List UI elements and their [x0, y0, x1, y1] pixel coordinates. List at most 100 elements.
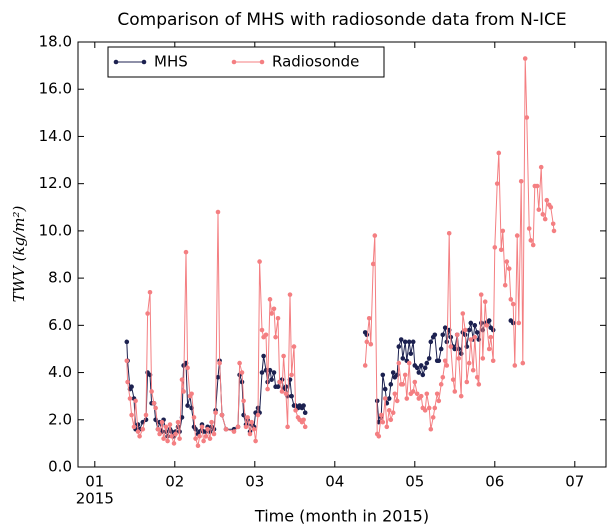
data-point — [275, 315, 281, 321]
data-point — [386, 408, 392, 413]
data-point — [382, 386, 388, 392]
data-point — [263, 332, 269, 338]
data-point — [165, 438, 170, 444]
data-point — [153, 405, 158, 411]
data-point — [269, 311, 274, 316]
data-point — [217, 360, 222, 366]
data-point — [430, 415, 436, 420]
data-point — [384, 424, 390, 430]
data-point — [392, 391, 398, 397]
x-year-label: 2015 — [76, 490, 114, 508]
data-point — [203, 434, 209, 439]
data-point — [450, 377, 456, 382]
data-point — [124, 358, 130, 364]
data-point — [530, 242, 536, 248]
y-tick-label: 18.0 — [39, 33, 72, 51]
data-point — [241, 398, 246, 404]
data-point — [124, 339, 130, 345]
y-tick-label: 4.0 — [48, 363, 72, 381]
data-point — [422, 408, 428, 413]
data-point — [265, 386, 270, 392]
data-point — [368, 341, 374, 347]
data-point — [528, 238, 534, 243]
data-point — [181, 389, 186, 394]
data-point — [482, 299, 488, 305]
data-point — [382, 396, 388, 401]
legend-label: MHS — [154, 53, 188, 71]
data-point — [301, 403, 306, 408]
data-point — [534, 183, 540, 189]
data-point — [470, 367, 476, 373]
data-point — [426, 356, 432, 361]
data-point — [137, 434, 142, 439]
data-point — [436, 358, 442, 364]
data-point — [380, 419, 386, 425]
data-point — [193, 436, 198, 441]
data-point — [125, 379, 130, 385]
x-tick-label: 03 — [245, 473, 264, 491]
data-point — [364, 332, 370, 338]
legend-marker — [259, 59, 265, 65]
data-point — [522, 56, 528, 61]
x-tick-label: 05 — [405, 473, 424, 491]
data-point — [396, 360, 402, 366]
data-point — [277, 379, 282, 385]
data-point — [370, 261, 376, 267]
data-point — [179, 377, 185, 382]
x-tick-label: 07 — [565, 473, 584, 491]
data-point — [458, 393, 464, 399]
data-point — [432, 332, 438, 338]
data-point — [239, 379, 245, 385]
data-point — [209, 419, 214, 425]
data-point — [438, 346, 444, 352]
data-point — [135, 429, 141, 434]
data-point — [127, 396, 133, 401]
data-point — [538, 164, 544, 170]
data-point — [169, 434, 174, 439]
data-point — [215, 374, 221, 380]
data-point — [456, 346, 462, 352]
data-point — [518, 179, 524, 184]
data-point — [490, 358, 496, 364]
data-point — [454, 332, 460, 338]
data-point — [235, 424, 241, 430]
x-axis-label: Time (month in 2015) — [254, 507, 429, 526]
data-point — [468, 320, 474, 326]
data-point — [267, 297, 273, 302]
data-point — [396, 344, 402, 349]
data-point — [302, 410, 308, 415]
data-point — [253, 438, 258, 444]
data-point — [301, 417, 306, 423]
data-point — [414, 365, 420, 371]
data-point — [213, 410, 218, 415]
data-point — [199, 424, 205, 430]
data-point — [424, 391, 430, 397]
data-point — [189, 391, 194, 397]
data-point — [474, 330, 480, 335]
data-point — [414, 391, 420, 397]
data-point — [478, 292, 484, 297]
data-point — [406, 339, 412, 345]
data-point — [135, 422, 141, 427]
data-point — [440, 332, 446, 338]
data-point — [171, 441, 177, 446]
data-point — [378, 412, 384, 418]
data-point — [498, 247, 504, 253]
data-point — [175, 419, 181, 425]
data-point — [402, 339, 408, 345]
data-point — [508, 297, 514, 302]
data-point — [243, 424, 249, 430]
data-point — [140, 426, 146, 432]
y-tick-label: 6.0 — [48, 316, 72, 334]
data-point — [223, 426, 229, 432]
x-tick-label: 06 — [485, 473, 504, 491]
data-point — [400, 382, 406, 387]
data-point — [271, 306, 277, 312]
data-point — [428, 426, 434, 432]
data-point — [418, 393, 424, 399]
data-point — [460, 311, 466, 316]
data-point — [207, 436, 213, 441]
data-point — [271, 370, 277, 375]
data-point — [386, 396, 392, 401]
